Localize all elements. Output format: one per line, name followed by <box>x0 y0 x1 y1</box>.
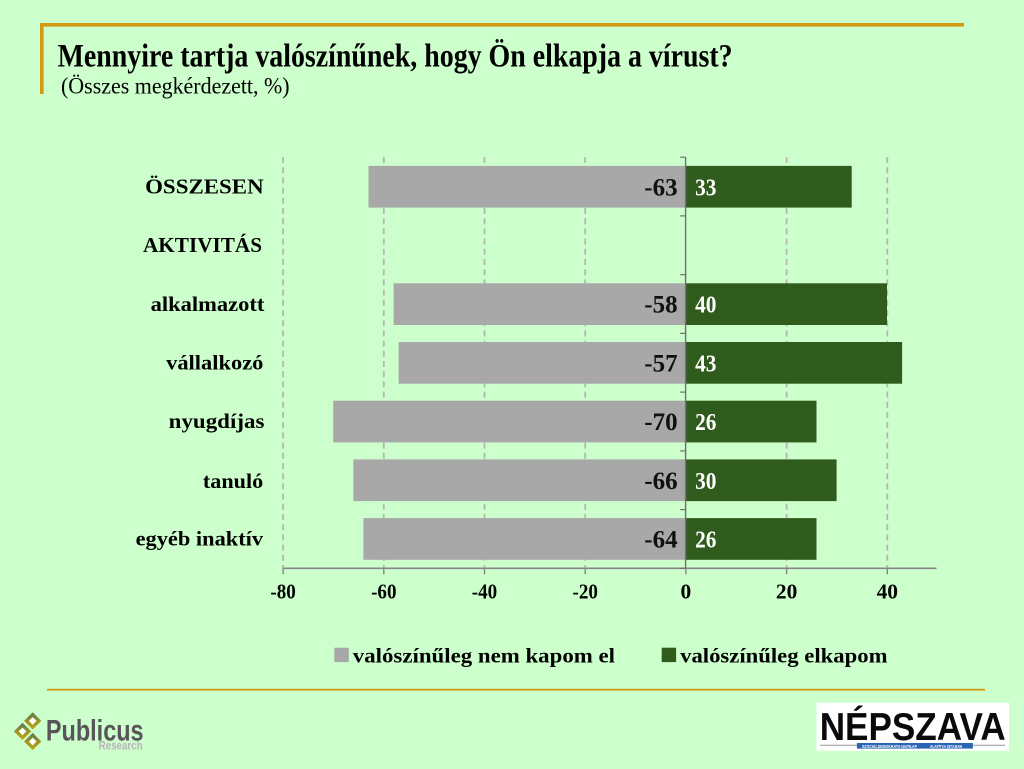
svg-text:AKTIVITÁS: AKTIVITÁS <box>143 233 262 257</box>
svg-text:-70: -70 <box>644 407 677 436</box>
svg-text:-60: -60 <box>371 579 396 603</box>
svg-text:nyugdíjas: nyugdíjas <box>169 409 265 433</box>
svg-text:20: 20 <box>776 579 797 603</box>
svg-text:alkalmazott: alkalmazott <box>151 292 266 316</box>
svg-text:valószínűleg nem kapom el: valószínűleg nem kapom el <box>353 643 615 667</box>
svg-text:NÉPSZAVA: NÉPSZAVA <box>820 705 1006 749</box>
svg-text:tanuló: tanuló <box>203 469 263 493</box>
svg-text:Mennyire tartja valószínűnek,: Mennyire tartja valószínűnek, hogy Ön el… <box>58 38 733 75</box>
svg-text:-58: -58 <box>644 290 677 319</box>
svg-text:0: 0 <box>681 579 692 603</box>
svg-text:26: 26 <box>695 409 716 436</box>
svg-text:vállalkozó: vállalkozó <box>166 351 263 375</box>
svg-text:(Összes megkérdezett, %): (Összes megkérdezett, %) <box>61 73 290 99</box>
svg-text:ÖSSZESEN: ÖSSZESEN <box>145 174 264 198</box>
svg-text:30: 30 <box>695 468 716 495</box>
svg-text:-57: -57 <box>644 348 678 377</box>
svg-text:Research: Research <box>99 739 143 753</box>
svg-text:26: 26 <box>695 527 716 554</box>
svg-text:40: 40 <box>877 579 898 603</box>
svg-text:-40: -40 <box>472 579 497 603</box>
svg-text:43: 43 <box>695 350 716 377</box>
svg-text:-64: -64 <box>644 525 678 554</box>
svg-text:valószínűleg elkapom: valószínűleg elkapom <box>680 643 887 667</box>
svg-text:egyéb inaktív: egyéb inaktív <box>136 527 264 551</box>
svg-text:-20: -20 <box>573 579 598 603</box>
svg-text:-66: -66 <box>644 466 677 495</box>
svg-text:Publicus: Publicus <box>46 715 144 748</box>
svg-text:40: 40 <box>695 292 716 319</box>
svg-text:SZOCIÁLDEMOKRATA NAPILAP: SZOCIÁLDEMOKRATA NAPILAP <box>862 743 917 749</box>
svg-text:-63: -63 <box>644 172 677 201</box>
svg-text:33: 33 <box>695 174 716 201</box>
svg-text:ALAPÍTVA 1873-BAN: ALAPÍTVA 1873-BAN <box>930 742 962 749</box>
svg-text:-80: -80 <box>270 579 295 603</box>
